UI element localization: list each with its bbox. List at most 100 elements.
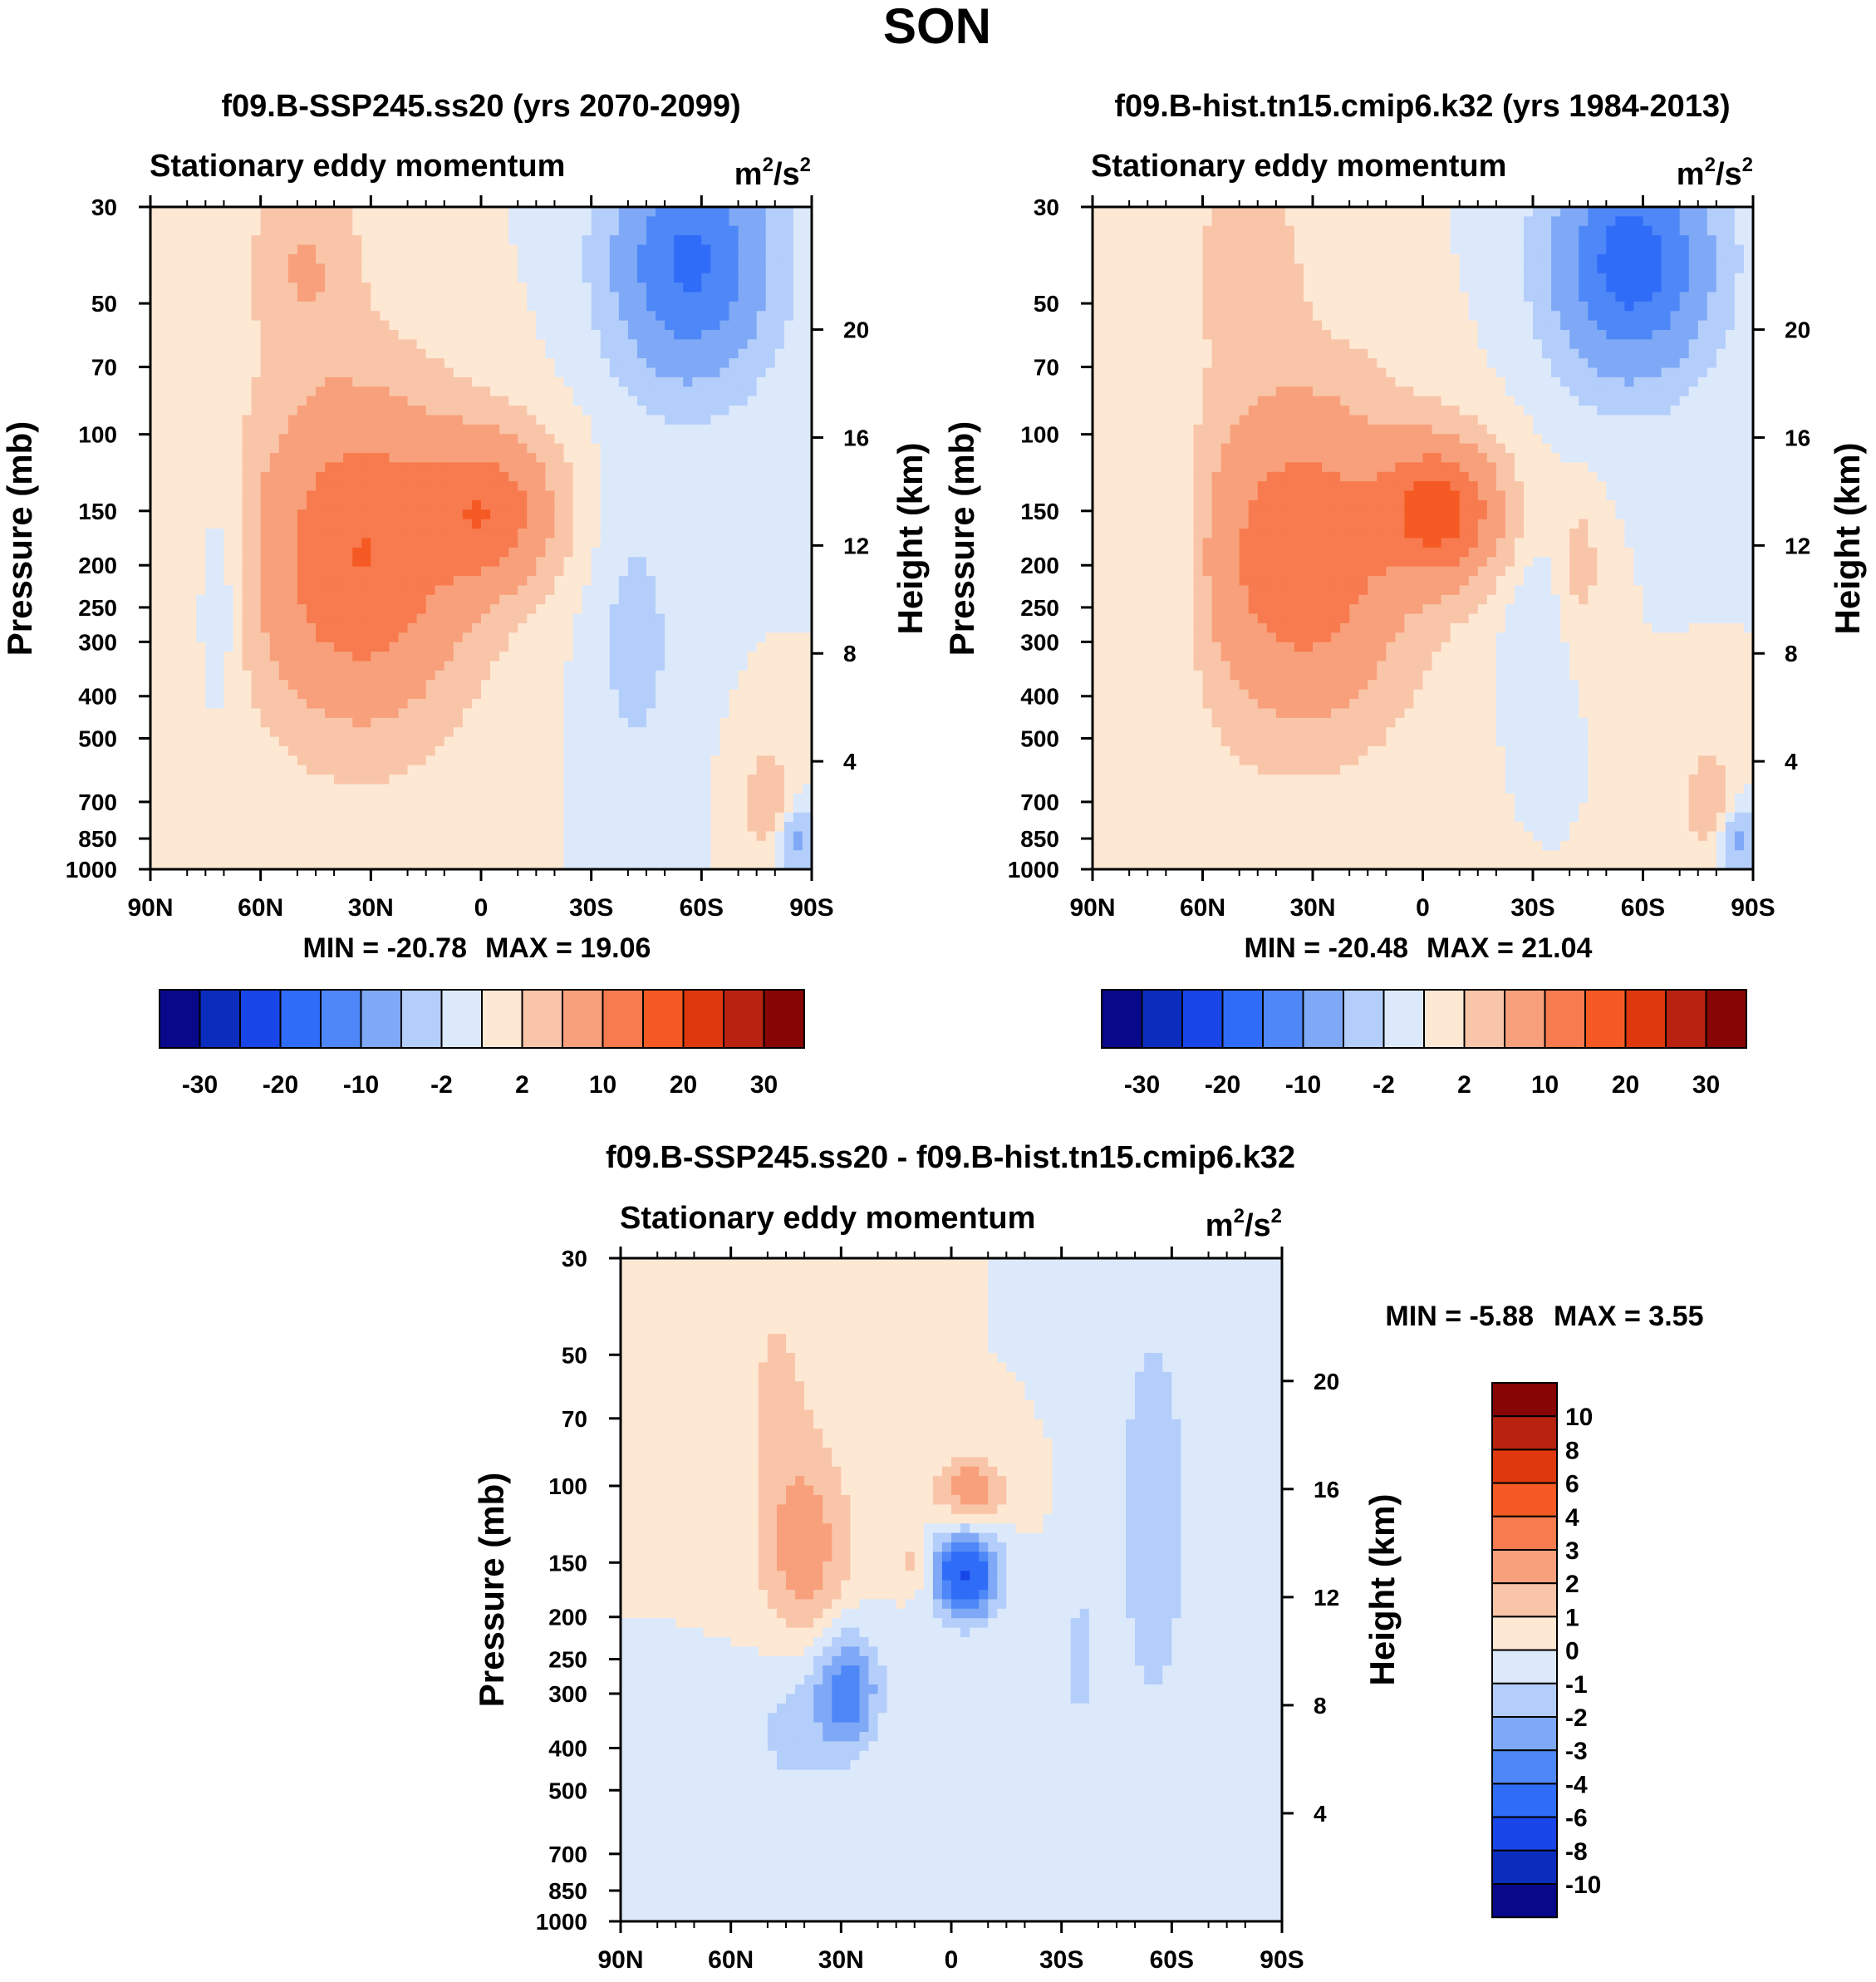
contour-cell [692, 330, 702, 340]
contour-cell [306, 585, 317, 596]
contour-cell [416, 207, 427, 217]
contour-cell [178, 244, 188, 255]
contour-cell [269, 538, 280, 548]
contour-cell [490, 680, 500, 691]
contour-cell [572, 320, 583, 331]
contour-cell [518, 253, 528, 264]
contour-cell [150, 717, 160, 728]
contour-cell [572, 566, 583, 577]
contour-cell [508, 680, 518, 691]
contour-cell [710, 670, 721, 681]
contour-cell [793, 471, 803, 482]
contour-cell [398, 424, 409, 435]
contour-cell [508, 689, 518, 700]
contour-cell [747, 415, 758, 425]
contour-cell [297, 348, 307, 359]
contour-cell [554, 566, 565, 577]
contour-cell [160, 225, 169, 236]
contour-cell [527, 481, 537, 492]
contour-cell [380, 652, 390, 662]
contour-cell [278, 576, 289, 587]
contour-cell [719, 216, 730, 227]
contour-cell [371, 717, 381, 728]
contour-cell [462, 632, 473, 643]
contour-cell [150, 613, 160, 624]
contour-cell [444, 216, 454, 227]
contour-cell [674, 396, 684, 406]
contour-cell [646, 689, 656, 700]
contour-cell [425, 376, 436, 387]
contour-cell [269, 244, 280, 255]
contour-cell [214, 661, 225, 671]
contour-cell [407, 803, 418, 814]
contour-cell [618, 292, 629, 302]
contour-cell [407, 529, 418, 539]
contour-cell [765, 415, 776, 425]
contour-cell [536, 670, 546, 681]
contour-cell [205, 840, 215, 851]
contour-cell [600, 765, 611, 775]
contour-cell [783, 406, 794, 416]
contour-cell [618, 745, 629, 756]
contour-cell [233, 576, 243, 587]
contour-cell [563, 850, 574, 861]
contour-cell [646, 803, 656, 814]
contour-cell [343, 755, 353, 766]
contour-cell [618, 727, 629, 738]
contour-cell [214, 859, 225, 870]
contour-cell [719, 424, 730, 435]
contour-cell [334, 348, 344, 359]
contour-cell [636, 784, 647, 794]
contour-cell [416, 831, 427, 842]
contour-cell [352, 283, 362, 293]
contour-cell [674, 594, 684, 605]
contour-cell [591, 670, 602, 681]
contour-cell [361, 717, 371, 728]
contour-cell [738, 301, 749, 312]
contour-cell [627, 263, 638, 274]
contour-cell [499, 850, 509, 861]
contour-cell [802, 320, 813, 331]
contour-cell [260, 263, 271, 274]
contour-cell [738, 367, 749, 378]
contour-cell [233, 311, 243, 322]
contour-cell [636, 566, 647, 577]
contour-cell [710, 547, 721, 558]
contour-cell [747, 557, 758, 568]
contour-cell [178, 585, 188, 596]
contour-cell [545, 622, 556, 633]
contour-cell [371, 670, 381, 681]
contour-cell [656, 566, 665, 577]
contour-cell [490, 462, 500, 473]
contour-cell [407, 831, 418, 842]
contour-cell [774, 745, 785, 756]
contour-cell [536, 736, 546, 747]
contour-cell [481, 576, 491, 587]
contour-cell [783, 376, 794, 387]
contour-cell [178, 415, 188, 425]
contour-cell [783, 566, 794, 577]
contour-cell [169, 812, 179, 823]
contour-cell [287, 613, 298, 624]
contour-cell [572, 803, 583, 814]
contour-cell [325, 755, 335, 766]
contour-cell [407, 386, 418, 397]
contour-cell [278, 330, 289, 340]
contour-cell [591, 812, 602, 823]
contour-cell [481, 244, 491, 255]
contour-cell [490, 632, 500, 643]
contour-cell [765, 765, 776, 775]
contour-cell [160, 216, 169, 227]
contour-cell [371, 652, 381, 662]
contour-cell [269, 301, 280, 312]
contour-cell [444, 576, 454, 587]
contour-cell [297, 481, 307, 492]
contour-cell [343, 253, 353, 264]
contour-cell [297, 622, 307, 633]
contour-cell [471, 547, 482, 558]
contour-cell [683, 736, 693, 747]
contour-cell [435, 784, 445, 794]
contour-cell [554, 547, 565, 558]
contour-cell [802, 831, 813, 842]
contour-cell [793, 462, 803, 473]
